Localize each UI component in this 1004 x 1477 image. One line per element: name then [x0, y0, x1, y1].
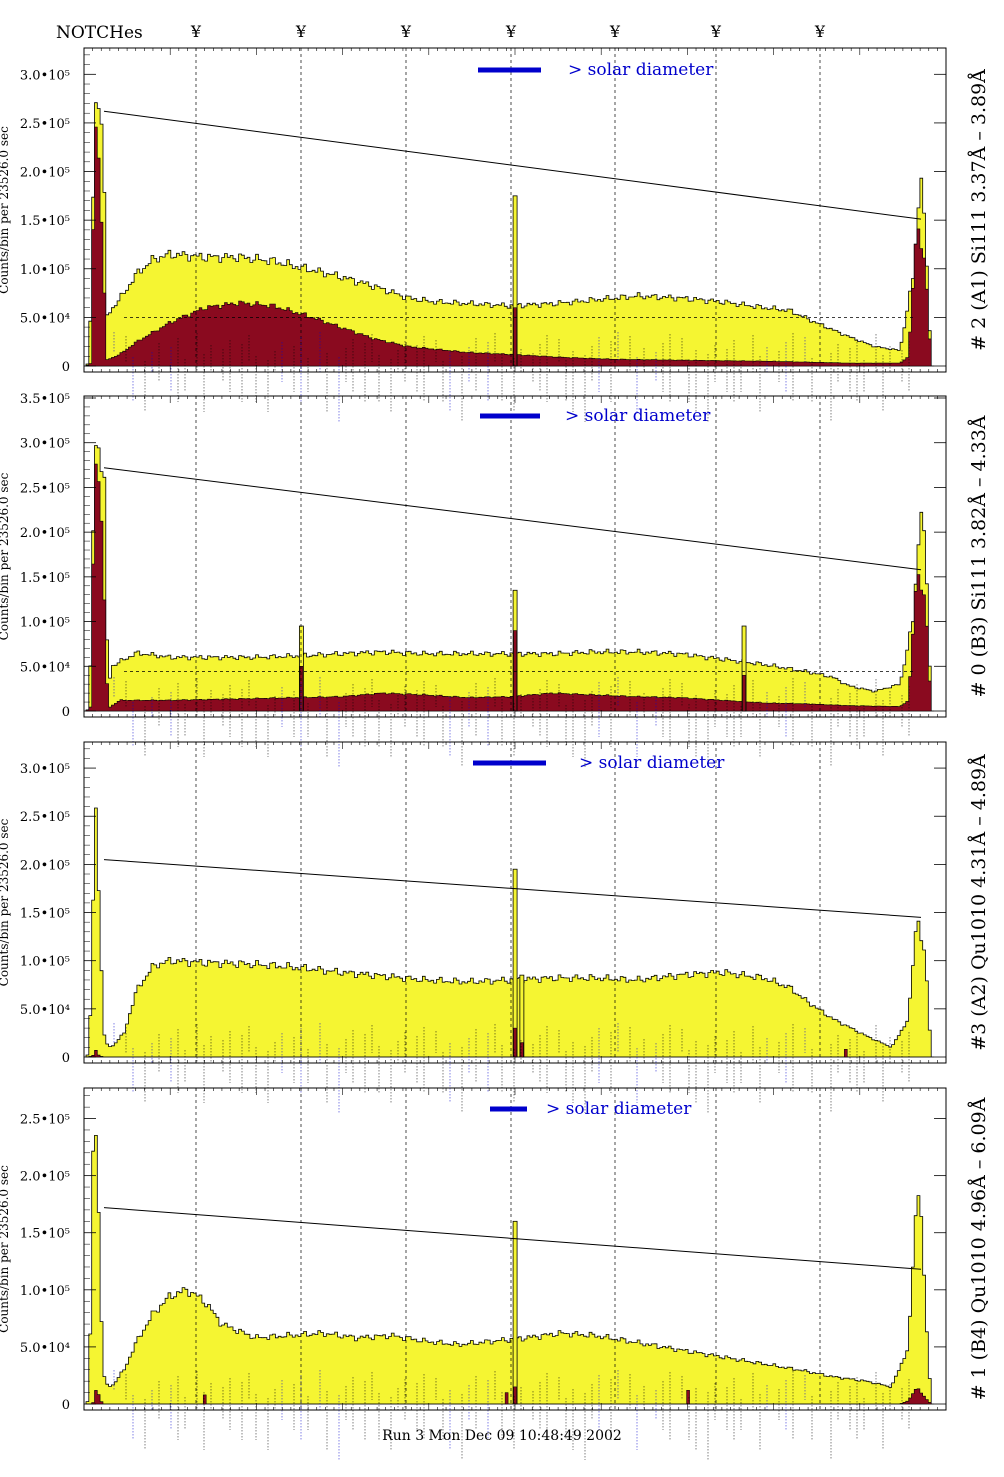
- spike-background-3: [202, 1394, 207, 1405]
- spike-background-1: [504, 1392, 509, 1405]
- notches-label: NOTCHes: [56, 23, 143, 43]
- y-tick-label: 1.5•10⁵: [20, 571, 70, 586]
- y-tick-label: 5.0•10⁴: [20, 311, 70, 326]
- spike-background-1: [513, 630, 517, 712]
- spike-total-0: [512, 1220, 518, 1405]
- spike-background-2: [844, 1049, 848, 1058]
- y-tick-label: 1.0•10⁵: [20, 616, 70, 631]
- y-axis-label: Counts/bin per 23526.0 sec: [0, 126, 11, 294]
- notch-symbol-5: ¥: [710, 22, 722, 41]
- y-tick-label: 1.5•10⁵: [20, 214, 70, 229]
- total-counts-series: [85, 807, 934, 1058]
- y-tick-label: 5.0•10⁴: [20, 660, 70, 675]
- chart-panels: 0 5.0•10⁴ 1.0•10⁵ 1.5•10⁵ 2.0•10⁵ 2.5•10⁵ 3.0•…: [0, 47, 990, 1460]
- panel-2: 0 5.0•10⁴ 1.0•10⁵ 1.5•10⁵ 2.0•10⁵ 2.5•10⁵ 3.0•…: [0, 741, 990, 1113]
- trend-line: [103, 859, 922, 918]
- trend-line: [103, 110, 922, 220]
- background-counts-series: [85, 126, 934, 367]
- y-tick-label: 3.0•10⁵: [20, 437, 70, 452]
- y-axis-label: Counts/bin per 23526.0 sec: [0, 1165, 11, 1333]
- y-tick-label: 1.0•10⁵: [20, 955, 70, 970]
- solar-diameter-label: > solar diameter: [568, 60, 714, 80]
- notch-markers: ¥ ¥ ¥ ¥ ¥ ¥ ¥: [190, 22, 826, 41]
- y-tick-label: 3.0•10⁵: [20, 762, 70, 777]
- notch-symbol-4: ¥: [609, 22, 621, 41]
- y-tick-label: 5.0•10⁴: [20, 1341, 70, 1356]
- y-tick-label: 0: [62, 360, 70, 375]
- y-tick-label: 1.5•10⁵: [20, 907, 70, 922]
- trend-line: [103, 1207, 922, 1270]
- y-tick-label: 5.0•10⁴: [20, 1003, 70, 1018]
- panel-title: # 1 (B4) Qu1010 4.96Å – 6.09Å: [968, 1097, 990, 1400]
- panel-title: # 0 (B3) Si111 3.82Å – 4.33Å: [968, 415, 990, 697]
- y-tick-label: 2.5•10⁵: [20, 1113, 70, 1128]
- run-footer: Run 3 Mon Dec 09 10:48:49 2002: [382, 1428, 622, 1444]
- y-tick-label: 1.0•10⁵: [20, 263, 70, 278]
- y-tick-label: 3.0•10⁵: [20, 68, 70, 83]
- y-axis-label: Counts/bin per 23526.0 sec: [0, 818, 11, 986]
- spike-background-1: [520, 1042, 524, 1058]
- panel-1: 0 5.0•10⁴ 1.0•10⁵ 1.5•10⁵ 2.0•10⁵ 2.5•10⁵ 3.0•…: [0, 392, 990, 767]
- panel-title: # 2 (A1) Si111 3.37Å – 3.89Å: [968, 69, 990, 351]
- panel-0: 0 5.0•10⁴ 1.0•10⁵ 1.5•10⁵ 2.0•10⁵ 2.5•10⁵ 3.0•…: [0, 47, 990, 422]
- solar-diameter-label: > solar diameter: [565, 406, 711, 426]
- y-tick-label: 0: [62, 705, 70, 720]
- y-tick-label: 2.5•10⁵: [20, 117, 70, 132]
- trend-line: [103, 467, 922, 571]
- solar-diameter-label: > solar diameter: [579, 753, 725, 773]
- y-tick-label: 0: [62, 1398, 70, 1413]
- y-tick-label: 0: [62, 1051, 70, 1066]
- y-tick-label: 2.0•10⁵: [20, 858, 70, 873]
- notch-symbol-3: ¥: [505, 22, 517, 41]
- background-counts-series: [86, 1388, 934, 1405]
- y-tick-label: 1.5•10⁵: [20, 1227, 70, 1242]
- notch-symbol-6: ¥: [814, 22, 826, 41]
- background-counts-series: [85, 463, 934, 712]
- total-counts-series: [85, 102, 934, 367]
- y-tick-label: 2.0•10⁵: [20, 526, 70, 541]
- y-tick-label: 3.5•10⁵: [20, 392, 70, 407]
- y-tick-label: 2.0•10⁵: [20, 1170, 70, 1185]
- notch-symbol-0: ¥: [190, 22, 202, 41]
- y-tick-label: 2.0•10⁵: [20, 166, 70, 181]
- total-counts-series: [85, 1135, 934, 1405]
- y-tick-label: 1.0•10⁵: [20, 1284, 70, 1299]
- y-tick-label: 2.5•10⁵: [20, 810, 70, 825]
- spike-background-2: [742, 674, 746, 712]
- notch-symbol-2: ¥: [400, 22, 412, 41]
- solar-diameter-label: > solar diameter: [546, 1099, 692, 1119]
- spike-background-0: [513, 307, 517, 367]
- panel-title: #3 (A2) Qu1010 4.31Å – 4.89Å: [968, 754, 990, 1051]
- notch-symbol-1: ¥: [295, 22, 307, 41]
- spike-background-2: [686, 1390, 690, 1405]
- panel-3: 0 5.0•10⁴ 1.0•10⁵ 1.5•10⁵ 2.0•10⁵ 2.5•10⁵ Coun…: [0, 1087, 990, 1460]
- y-tick-label: 2.5•10⁵: [20, 481, 70, 496]
- spike-background-0: [513, 1386, 517, 1405]
- y-axis-label: Counts/bin per 23526.0 sec: [0, 472, 11, 640]
- total-counts-series: [85, 445, 934, 712]
- spike-background-0: [299, 666, 304, 712]
